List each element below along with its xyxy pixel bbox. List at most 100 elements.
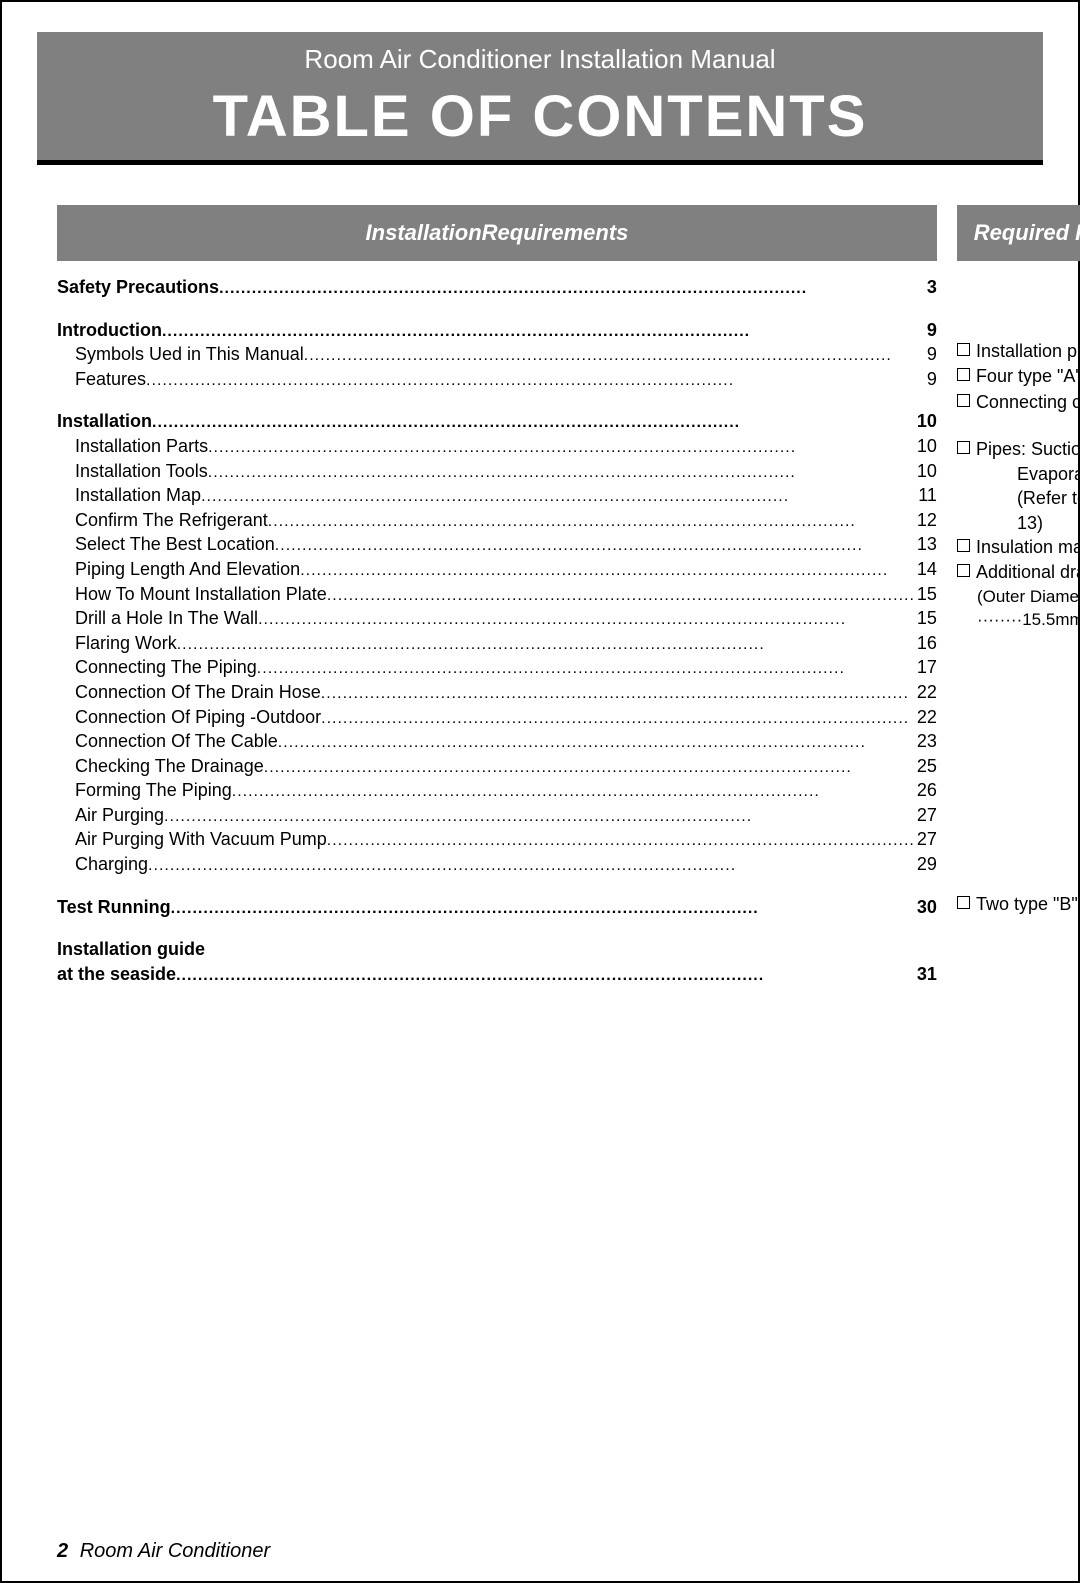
checklist-item: Additional drain pipe (957, 560, 1080, 584)
checklist-item: Installation plate (957, 339, 1080, 363)
checkbox-icon (957, 896, 970, 909)
toc-page: 22 (915, 705, 937, 729)
toc-label: Introduction (57, 318, 162, 342)
checklist-label: Two type "B" screws (976, 892, 1080, 916)
checklist-label: Pipes: Suction line (976, 437, 1080, 461)
toc-page: 16 (915, 631, 937, 655)
toc-page: 22 (915, 680, 937, 704)
checkbox-icon (957, 368, 970, 381)
toc-label: Connecting The Piping (57, 655, 257, 679)
toc-item: Checking The Drainage25 (57, 754, 937, 779)
toc-item: Drill a Hole In The Wall15 (57, 606, 937, 631)
checklist-label: Additional drain pipe (976, 560, 1080, 584)
toc-label: Forming The Piping (57, 778, 232, 802)
toc-dots (146, 370, 925, 392)
checklist-item: Two type "B" screws (957, 892, 1080, 916)
toc-dots (257, 658, 915, 680)
toc-label: Installation (57, 409, 152, 433)
checkbox-icon (957, 343, 970, 356)
toc-dots (321, 683, 915, 705)
toc-label: Connection Of Piping -Outdoor (57, 705, 321, 729)
col-body-installation: Safety Precautions3Introduction9Symbols … (57, 275, 937, 986)
toc-item: Installation Parts10 (57, 434, 937, 459)
toc-item: Piping Length And Elevation14 (57, 557, 937, 582)
toc-dots (278, 732, 915, 754)
toc-heading: Installation 10 (57, 409, 937, 434)
toc-heading: Installation guide (57, 937, 937, 961)
checklist-item: Connecting cable (957, 390, 1080, 414)
toc-page: 30 (915, 895, 937, 919)
toc-heading: at the seaside31 (57, 962, 937, 987)
toc-dots (321, 708, 915, 730)
toc-page: 10 (915, 409, 937, 433)
toc-label: Select The Best Location (57, 532, 275, 556)
col-header-parts: Required Parts (957, 205, 1080, 261)
toc-item: Charging29 (57, 852, 937, 877)
toc-label: Test Running (57, 895, 171, 919)
toc-label: Charging (57, 852, 148, 876)
toc-page: 9 (925, 318, 937, 342)
col-header-installation: InstallationRequirements (57, 205, 937, 261)
checklist-label: Insulation materials (976, 535, 1080, 559)
checklist-subtext: (Outer Diameter ········15.5mm(0.61in)) (957, 586, 1080, 632)
toc-dots (148, 855, 915, 877)
toc-dots (152, 412, 915, 434)
toc-page: 17 (915, 655, 937, 679)
toc-dots (264, 757, 915, 779)
toc-label: Air Purging With Vacuum Pump (57, 827, 327, 851)
toc-label: Drill a Hole In The Wall (57, 606, 258, 630)
toc-page: 9 (925, 342, 937, 366)
checklist-item: Four type "A" screws (957, 364, 1080, 388)
checklist-label: Four type "A" screws (976, 364, 1080, 388)
toc-heading: Introduction 9 (57, 318, 937, 343)
toc-label: Features (57, 367, 146, 391)
footer-text: Room Air Conditioner (80, 1540, 270, 1562)
page: Room Air Conditioner Installation Manual… (0, 0, 1080, 1583)
toc-label: Safety Precautions (57, 275, 219, 299)
toc-label: Installation Tools (57, 459, 208, 483)
spacer (957, 275, 1080, 339)
toc-page: 15 (915, 582, 937, 606)
checklist-subtext: (Refer to page 13) (957, 486, 1080, 535)
col-installation-requirements: InstallationRequirements Safety Precauti… (57, 205, 937, 986)
toc-heading: Safety Precautions3 (57, 275, 937, 300)
toc-dots (208, 437, 915, 459)
toc-dots (162, 321, 925, 343)
toc-page: 31 (915, 962, 937, 986)
toc-label: Air Purging (57, 803, 164, 827)
footer: 2 Room Air Conditioner (57, 1540, 270, 1563)
toc-label: Installation guide (57, 937, 205, 961)
toc-dots (327, 585, 915, 607)
toc-page: 9 (925, 367, 937, 391)
toc-dots (304, 345, 925, 367)
toc-dots (177, 634, 915, 656)
toc-page: 23 (915, 729, 937, 753)
toc-heading: Test Running 30 (57, 895, 937, 920)
checklist-item: Pipes: Suction line (957, 437, 1080, 461)
toc-label: Symbols Ued in This Manual (57, 342, 304, 366)
col-body-parts: Installation plateFour type "A" screwsCo… (957, 275, 1080, 916)
toc-item: Installation Tools 10 (57, 459, 937, 484)
footer-page-number: 2 (57, 1540, 68, 1562)
toc-item: Installation Map11 (57, 483, 937, 508)
toc-page: 27 (915, 803, 937, 827)
header-subtitle: Room Air Conditioner Installation Manual (37, 44, 1043, 75)
checklist-subtext: Evaporator line (957, 462, 1080, 486)
toc-dots (327, 830, 915, 852)
checkbox-icon (957, 441, 970, 454)
toc-dots (201, 486, 916, 508)
toc-gap (57, 300, 937, 318)
checklist-label: Connecting cable (976, 390, 1080, 414)
toc-gap (57, 877, 937, 895)
toc-label: Checking The Drainage (57, 754, 264, 778)
toc-label: Flaring Work (57, 631, 177, 655)
toc-item: Connection Of The Cable23 (57, 729, 937, 754)
toc-page: 10 (915, 459, 937, 483)
toc-page: 10 (915, 434, 937, 458)
toc-item: Flaring Work 16 (57, 631, 937, 656)
toc-gap (57, 391, 937, 409)
toc-dots (300, 560, 915, 582)
toc-page: 27 (915, 827, 937, 851)
toc-item: Symbols Ued in This Manual 9 (57, 342, 937, 367)
toc-item: Select The Best Location13 (57, 532, 937, 557)
